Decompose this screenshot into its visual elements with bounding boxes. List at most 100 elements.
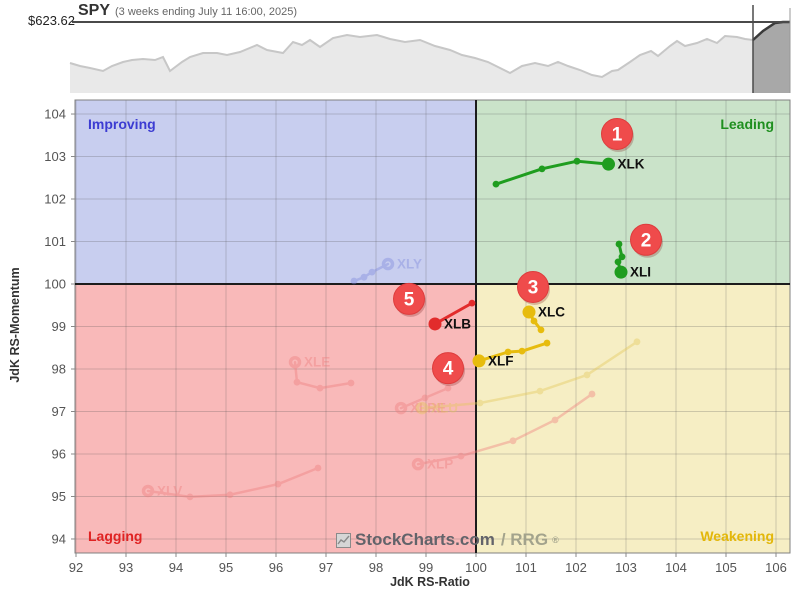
rrg-series-xlb[interactable]: XLB [428,299,476,332]
x-tick-label: 99 [419,560,433,575]
ticker-label-xli: XLI [630,265,651,280]
x-tick-label: 106 [765,560,787,575]
symbol-title: SPY [78,2,111,19]
badge-number: 4 [443,359,454,380]
tail-dot [274,480,282,488]
stockcharts-watermark: StockCharts.com / RRG ® [336,530,559,550]
chart-header: SPY (3 weeks ending July 11 16:00, 2025) [78,2,297,20]
rrg-series-xlv[interactable]: XLV [141,464,322,501]
rrg-series-xlp[interactable]: XLP [411,390,596,472]
tail-dot [615,240,623,248]
quadrant-top-right [476,100,790,285]
head-dot-xlb[interactable] [428,317,442,331]
y-tick-label: 94 [52,531,66,546]
x-tick-label: 92 [69,560,83,575]
tail-line [399,386,450,410]
tail-line [433,301,474,326]
tail-dot [530,317,538,325]
quadrant-label-weakening: Weakening [700,528,774,544]
x-tick-label: 96 [269,560,283,575]
badge-circle [630,223,662,256]
rrg-series-xlk[interactable]: XLK [492,157,645,188]
x-tick-label: 95 [219,560,233,575]
y-tick-label: 101 [44,234,66,249]
tail-dot [518,347,526,355]
tail-dot [457,452,465,460]
tail-line [352,262,390,283]
head-dot-xli[interactable] [614,265,628,279]
rrg-plot: 92 93 94 95 96 97 98 99 100 101 102 103 104 105 106 94 9… [44,99,791,575]
x-tick-label: 94 [169,560,183,575]
quadrant-top-left [75,100,476,285]
ticker-label-xly: XLY [397,257,422,272]
y-tick-label: 102 [44,192,66,207]
x-tick-label: 93 [119,560,133,575]
y-tick-label: 103 [44,149,66,164]
tail-dot [538,165,546,173]
badge-circle [393,282,425,315]
x-tick-label: 104 [665,560,687,575]
badge-circle [601,117,633,150]
rrg-series-xlc[interactable]: XLC [522,305,566,334]
tail-dot [316,384,324,392]
tail-dot [186,493,194,501]
stockcharts-logo-icon [336,532,351,548]
ticker-label-xlv: XLV [157,483,182,498]
rrg-series-xle[interactable]: XLE [288,355,355,392]
y-tick-label: 96 [52,446,66,461]
y-tick-label: 99 [52,319,66,334]
y-tick-label: 97 [52,404,66,419]
spy-line [69,33,754,79]
tail-dot [350,277,358,285]
quadrant-label-improving: Improving [88,116,156,132]
ticker-label-xlb: XLB [444,316,471,331]
tail-dot [633,338,641,346]
rrg-series-xlu[interactable]: XLU [415,338,641,416]
tail-dot [444,384,452,392]
y-tick-label: 95 [52,489,66,504]
x-tick-label: 102 [565,560,587,575]
x-tick-label: 97 [319,560,333,575]
badge-2: 2 [630,223,663,258]
tail-dot [492,180,500,188]
rrg-series-xli[interactable]: XLI [614,240,652,280]
ticker-label-xlu: XLU [431,401,458,416]
tail-dot [573,157,581,165]
head-dot-xly[interactable] [381,257,395,271]
tail-line [477,341,549,363]
tail-dot [314,464,322,472]
head-dot-xlp[interactable] [411,457,425,471]
head-dot-xlc[interactable] [522,305,536,319]
tail-dot [588,390,596,398]
head-dot-xlf[interactable] [472,354,486,368]
tail-dot [476,399,484,407]
quadrant-label-leading: Leading [720,116,774,132]
rrg-series-xlre[interactable]: XLRE [394,384,452,416]
x-tick-label: 105 [715,560,737,575]
badge-1: 1 [601,117,634,152]
spy-price-strip [69,5,791,93]
head-dot-xlre[interactable] [394,401,408,415]
badge-number: 5 [404,289,415,310]
head-dot-xlu[interactable] [415,401,429,415]
x-tick-label: 100 [465,560,487,575]
head-dot-xle[interactable] [288,355,302,369]
spy-area [70,35,753,93]
badge-4: 4 [432,352,465,387]
spy-last-price: $623.62 [28,13,75,28]
ticker-label-xlc: XLC [538,305,565,320]
rrg-series-xly[interactable]: XLY [350,257,422,285]
ticker-label-xlre: XLRE [410,401,446,416]
x-tick-label: 101 [515,560,537,575]
rrg-series-xlf[interactable]: XLF [472,339,551,369]
head-dot-xlk[interactable] [602,157,615,171]
tail-dot [551,416,559,424]
y-tick-label: 98 [52,361,66,376]
tail-dot [618,253,626,261]
tail-line [420,340,639,410]
y-axis-title: JdK RS-Momentum [8,267,22,383]
tail-dot [347,379,355,387]
head-dot-xlv[interactable] [141,484,155,498]
